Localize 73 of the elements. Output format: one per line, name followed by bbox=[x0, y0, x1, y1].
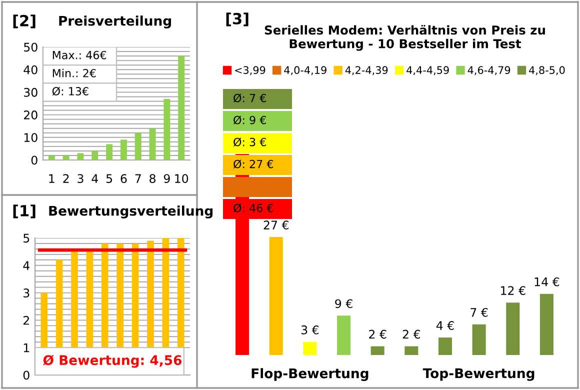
bar bbox=[134, 132, 142, 160]
bar bbox=[178, 56, 185, 160]
data-label: 12 € bbox=[501, 286, 526, 296]
legend-label: 4,0-4,19 bbox=[284, 66, 326, 76]
text: [3] bbox=[226, 12, 248, 26]
bar bbox=[77, 153, 84, 160]
legend-label: 4,4-4,59 bbox=[406, 66, 449, 76]
bar bbox=[472, 324, 486, 355]
y-tick-label: 1 bbox=[24, 343, 30, 352]
legend-label: 4,8-5,0 bbox=[529, 66, 565, 76]
y-tick-label: 50 bbox=[24, 42, 38, 52]
text: [1] bbox=[13, 204, 36, 218]
bar bbox=[540, 294, 554, 355]
text: [2] bbox=[13, 14, 36, 28]
y-tick-label: 30 bbox=[24, 88, 38, 97]
text: Flop-Bewertung bbox=[252, 368, 368, 381]
text: Top-Bewertung bbox=[422, 368, 534, 381]
annotation: Ø: 46 € bbox=[234, 204, 274, 212]
x-tick-label: 10 bbox=[175, 174, 188, 184]
bar bbox=[92, 150, 98, 160]
bar bbox=[438, 338, 452, 355]
x-tick-label: 2 bbox=[63, 174, 69, 183]
chart-title: Serielles Modem: Verhältnis von Preis zu Bewertung - 10 Bestseller im Test bbox=[264, 25, 545, 51]
bar bbox=[269, 237, 283, 355]
bar bbox=[149, 128, 156, 160]
x-tick-label: 4 bbox=[92, 174, 98, 183]
data-label: 27 € bbox=[264, 220, 288, 230]
annotation: Ø: 13€ bbox=[52, 86, 88, 96]
text: Ø: 7 € bbox=[234, 94, 266, 102]
bar bbox=[62, 155, 70, 160]
x-tick-label: 6 bbox=[120, 174, 127, 184]
y-tick-label: 2 bbox=[23, 316, 29, 325]
bar bbox=[48, 155, 55, 160]
annotation: Ø: 27 € bbox=[234, 160, 274, 168]
y-tick-label: 20 bbox=[24, 110, 38, 120]
bar bbox=[337, 316, 351, 355]
x-tick-label: 8 bbox=[150, 174, 156, 184]
data-label: 14 € bbox=[534, 277, 560, 286]
data-label: 2 € bbox=[402, 330, 420, 339]
bar bbox=[120, 140, 127, 160]
bar bbox=[404, 346, 418, 355]
text: Ø: 9 € bbox=[234, 116, 266, 124]
y-tick-label: 0 bbox=[31, 156, 38, 165]
y-tick-label: 10 bbox=[24, 133, 38, 142]
annotation: Min.: 2€ bbox=[52, 68, 96, 78]
data-label: 7 € bbox=[470, 308, 488, 317]
y-tick-label: 4 bbox=[23, 261, 30, 270]
legend-label: <3,99 bbox=[235, 66, 266, 76]
bar bbox=[106, 144, 113, 160]
data-label: 9 € bbox=[335, 299, 352, 308]
bar bbox=[164, 98, 170, 160]
x-tick-label: 1 bbox=[49, 174, 54, 183]
x-tick-label: 3 bbox=[78, 174, 84, 184]
ref-line-label: Ø Bewertung: 4,56 bbox=[43, 354, 182, 368]
y-tick-label: 40 bbox=[24, 65, 38, 74]
bar bbox=[370, 346, 384, 355]
y-tick-label: 5 bbox=[24, 234, 30, 243]
data-label: 3 € bbox=[301, 325, 319, 334]
y-tick-label: 0 bbox=[23, 370, 30, 380]
annotation: Max.: 46€ bbox=[52, 50, 106, 60]
legend-label: 4,2-4,39 bbox=[345, 66, 388, 76]
legend-label: 4,6-4,79 bbox=[468, 66, 510, 76]
bar bbox=[506, 302, 520, 355]
bar bbox=[303, 342, 317, 355]
x-tick-label: 7 bbox=[135, 174, 141, 183]
y-tick-label: 3 bbox=[24, 288, 30, 298]
data-label: 2 € bbox=[369, 330, 386, 339]
chart-title: Bewertungsverteilung bbox=[49, 206, 213, 218]
data-label: 4 € bbox=[436, 321, 454, 330]
chart-title: Preisverteilung bbox=[59, 16, 171, 28]
x-tick-label: 9 bbox=[164, 174, 170, 184]
text: Ø: 3 € bbox=[234, 138, 266, 146]
x-tick-label: 5 bbox=[106, 174, 112, 184]
